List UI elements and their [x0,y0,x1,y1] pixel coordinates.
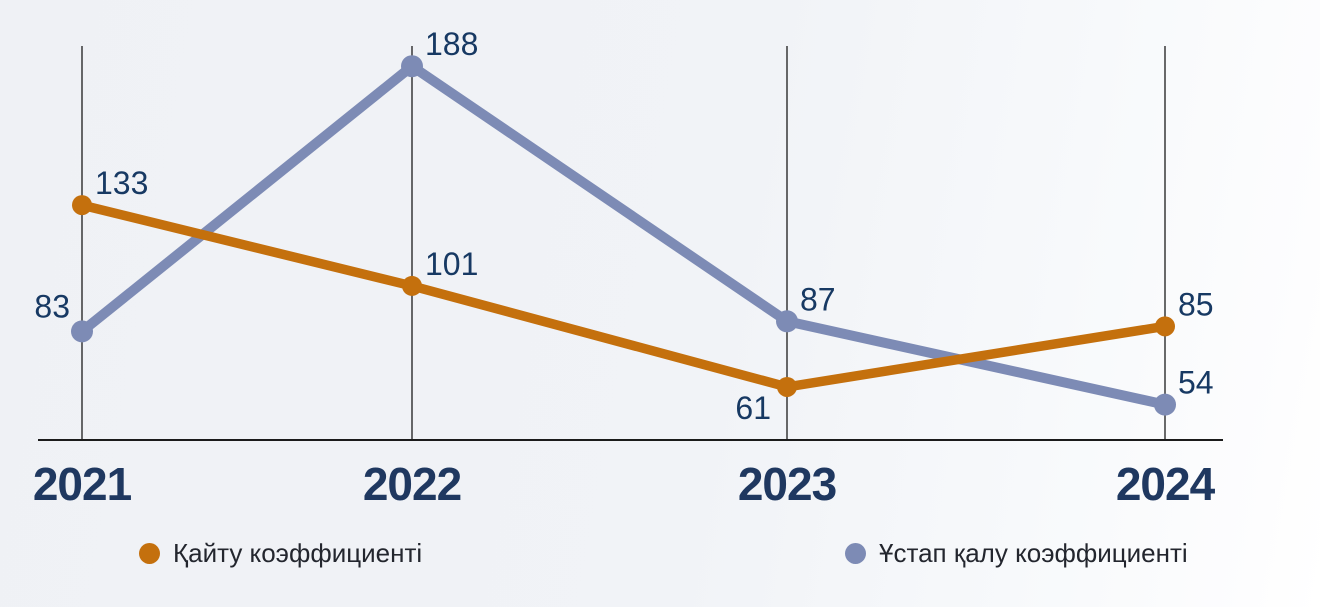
legend-label-retention-coefficient: Ұстап қалу коэффициенті [879,538,1188,568]
data-point-label: 87 [800,281,836,317]
data-point-marker [1154,393,1176,416]
data-point-marker [777,376,797,397]
data-point-label: 61 [735,390,771,426]
data-point-marker [402,275,422,296]
data-point-marker [1155,316,1175,337]
legend-item-return-coefficient: Қайту коэффициенті [139,538,422,569]
x-axis-label: 2024 [1116,458,1216,510]
legend-item-retention-coefficient: Ұстап қалу коэффициенті [845,538,1188,569]
data-point-label: 101 [425,246,478,282]
series-line-return [77,200,1170,392]
x-axis-label: 2023 [738,458,836,510]
data-point-label: 85 [1178,286,1214,322]
legend-marker-orange-icon [139,543,160,564]
data-point-label: 188 [425,26,478,62]
x-axis-label: 2022 [363,458,461,510]
data-point-label: 133 [95,165,148,201]
data-point-marker [71,320,93,343]
series-line-retention [77,61,1170,410]
data-point-label: 83 [34,288,70,324]
data-point-marker [401,55,423,78]
data-point-marker [72,195,92,216]
data-point-label: 54 [1178,365,1214,401]
legend-label-return-coefficient: Қайту коэффициенті [173,538,423,568]
legend-marker-blue-icon [845,543,866,564]
x-axis-label: 2021 [33,458,132,510]
data-point-marker [776,310,798,333]
